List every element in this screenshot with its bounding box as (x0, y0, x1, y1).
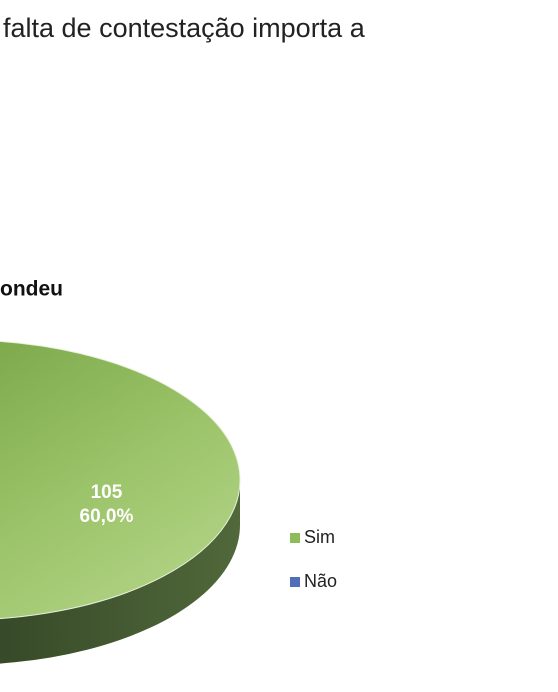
percent-label: 60,0% (80, 506, 134, 527)
page: {"header": {"text": "falta de contestaçã… (0, 0, 558, 692)
legend-swatch (290, 533, 300, 543)
pie: 105 60,0% (0, 340, 240, 665)
chart-title: ondeu (0, 278, 63, 301)
body-text: falta de contestação importa a (3, 13, 366, 43)
data-label: 105 (91, 482, 123, 503)
legend-swatch (290, 577, 300, 587)
legend-label: Não (304, 571, 337, 591)
legend-label: Sim (304, 527, 335, 547)
slide: falta de contestação importa a ondeu 105… (0, 0, 558, 692)
legend: Sim Não (290, 527, 337, 591)
